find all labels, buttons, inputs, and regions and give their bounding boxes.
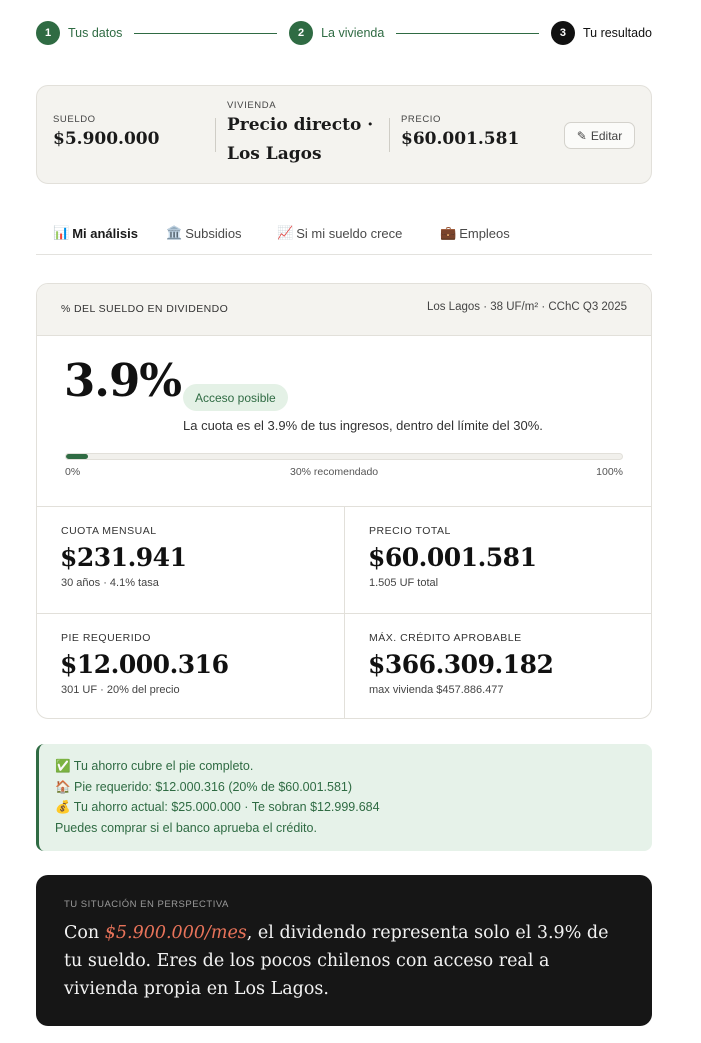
salary-summary: SUELDO $5.900.000 xyxy=(53,114,159,154)
tab-label: Si mi sueldo crece xyxy=(296,225,403,241)
analysis-title: % DEL SUELDO EN DIVIDENDO xyxy=(61,303,229,315)
percent-progress-bar xyxy=(65,453,623,460)
bank-building-icon: 🏛️ xyxy=(166,225,183,240)
step-number: 2 xyxy=(289,21,314,45)
salary-label: SUELDO xyxy=(53,114,96,125)
pencil-icon: ✎ xyxy=(576,128,587,143)
divider xyxy=(389,118,390,152)
trending-up-icon: 📈 xyxy=(277,225,294,240)
tab-label: Mi análisis xyxy=(72,225,138,241)
metric-precio-total: PRECIO TOTAL $60.001.581 1.505 UF total xyxy=(344,507,651,613)
metric-value: $12.000.316 xyxy=(60,650,229,679)
step-label: Tus datos xyxy=(68,26,123,40)
status-badge: Acceso posible xyxy=(183,384,288,411)
metric-value: $366.309.182 xyxy=(368,650,554,679)
perspective-text-after: , el dividendo representa solo el 3.9% d… xyxy=(64,923,609,999)
step-connector xyxy=(134,32,278,34)
savings-alert: ✅ Tu ahorro cubre el pie completo. 🏠 Pie… xyxy=(36,744,652,851)
metric-label: PRECIO TOTAL xyxy=(369,525,451,537)
edit-label: Editar xyxy=(590,128,623,143)
step-connector xyxy=(396,32,539,34)
tab-subsidios[interactable]: 🏛️ Subsidios xyxy=(166,225,242,241)
step-tus-datos[interactable]: 1 Tus datos xyxy=(36,21,122,45)
alert-line-conclusion: Puedes comprar si el banco aprueba el cr… xyxy=(55,820,317,835)
tab-empleos[interactable]: 💼 Empleos xyxy=(440,225,510,241)
input-summary-card: SUELDO $5.900.000 VIVIENDA Precio direct… xyxy=(36,85,652,184)
tab-label: Empleos xyxy=(459,225,510,241)
metric-sub: 301 UF · 20% del precio xyxy=(61,684,180,696)
step-label: La vivienda xyxy=(321,26,385,40)
step-number: 3 xyxy=(550,21,575,45)
tab-label: Subsidios xyxy=(185,225,242,241)
metric-cuota-mensual: CUOTA MENSUAL $231.941 30 años · 4.1% ta… xyxy=(37,507,344,613)
metric-sub: 1.505 UF total xyxy=(369,577,439,589)
bar-chart-icon: 📊 xyxy=(53,225,70,240)
analysis-card: % DEL SUELDO EN DIVIDENDO Los Lagos · 38… xyxy=(36,283,652,719)
analysis-header: % DEL SUELDO EN DIVIDENDO Los Lagos · 38… xyxy=(37,284,651,336)
bar-min-label: 0% xyxy=(65,466,81,478)
progress-stepper: 1 Tus datos 2 La vivienda 3 Tu resultado xyxy=(36,21,652,45)
divider xyxy=(215,118,216,152)
tab-mi-analisis[interactable]: 📊 Mi análisis xyxy=(53,225,138,241)
bar-max-label: 100% xyxy=(596,466,623,478)
perspective-text: Con $5.900.000/mes, el dividendo represe… xyxy=(64,919,624,1003)
price-value: $60.001.581 xyxy=(401,129,520,149)
step-tu-resultado: 3 Tu resultado xyxy=(550,21,652,45)
metric-label: CUOTA MENSUAL xyxy=(61,525,157,537)
housing-value-line1: Precio directo · xyxy=(227,115,374,135)
step-label: Tu resultado xyxy=(582,26,652,40)
metric-value: $60.001.581 xyxy=(368,543,537,572)
metric-pie-requerido: PIE REQUERIDO $12.000.316 301 UF · 20% d… xyxy=(37,613,344,718)
housing-summary: VIVIENDA Precio directo · Los Lagos xyxy=(227,100,373,169)
alert-line-required: 🏠 Pie requerido: $12.000.316 (20% de $60… xyxy=(55,779,353,794)
perspective-label: TU SITUACIÓN EN PERSPECTIVA xyxy=(64,899,229,910)
salary-value: $5.900.000 xyxy=(53,129,160,149)
percent-description: La cuota es el 3.9% de tus ingresos, den… xyxy=(183,418,543,433)
metric-label: PIE REQUERIDO xyxy=(61,632,151,644)
salary-highlight: $5.900.000/mes xyxy=(104,923,247,943)
metric-value: $231.941 xyxy=(60,543,187,572)
housing-label: VIVIENDA xyxy=(227,100,277,111)
bar-mid-label: 30% recomendado xyxy=(290,466,379,478)
perspective-panel: TU SITUACIÓN EN PERSPECTIVA Con $5.900.0… xyxy=(36,875,652,1026)
result-tabs: 📊 Mi análisis 🏛️ Subsidios 📈 Si mi sueld… xyxy=(36,214,652,255)
housing-value-line2: Los Lagos xyxy=(227,144,322,164)
dividend-percent: 3.9% xyxy=(64,354,182,407)
metric-max-credito: MÁX. CRÉDITO APROBABLE $366.309.182 max … xyxy=(344,613,651,718)
metrics-grid: CUOTA MENSUAL $231.941 30 años · 4.1% ta… xyxy=(37,506,651,718)
briefcase-icon: 💼 xyxy=(440,225,457,240)
price-summary: PRECIO $60.001.581 xyxy=(401,114,519,154)
price-label: PRECIO xyxy=(401,114,442,125)
perspective-text-before: Con xyxy=(64,923,105,943)
progress-fill xyxy=(66,454,88,459)
metric-sub: max vivienda $457.886.477 xyxy=(369,684,504,696)
metric-label: MÁX. CRÉDITO APROBABLE xyxy=(369,632,522,644)
alert-line-savings: 💰 Tu ahorro actual: $25.000.000 · Te sob… xyxy=(55,800,380,814)
analysis-source: Los Lagos · 38 UF/m² · CChC Q3 2025 xyxy=(426,301,627,313)
tab-si-mi-sueldo-crece[interactable]: 📈 Si mi sueldo crece xyxy=(277,225,402,241)
step-la-vivienda[interactable]: 2 La vivienda xyxy=(289,21,384,45)
step-number: 1 xyxy=(36,21,60,45)
edit-button[interactable]: ✎ Editar xyxy=(564,122,635,149)
metric-sub: 30 años · 4.1% tasa xyxy=(61,577,159,589)
alert-line-covered: ✅ Tu ahorro cubre el pie completo. xyxy=(55,759,254,773)
